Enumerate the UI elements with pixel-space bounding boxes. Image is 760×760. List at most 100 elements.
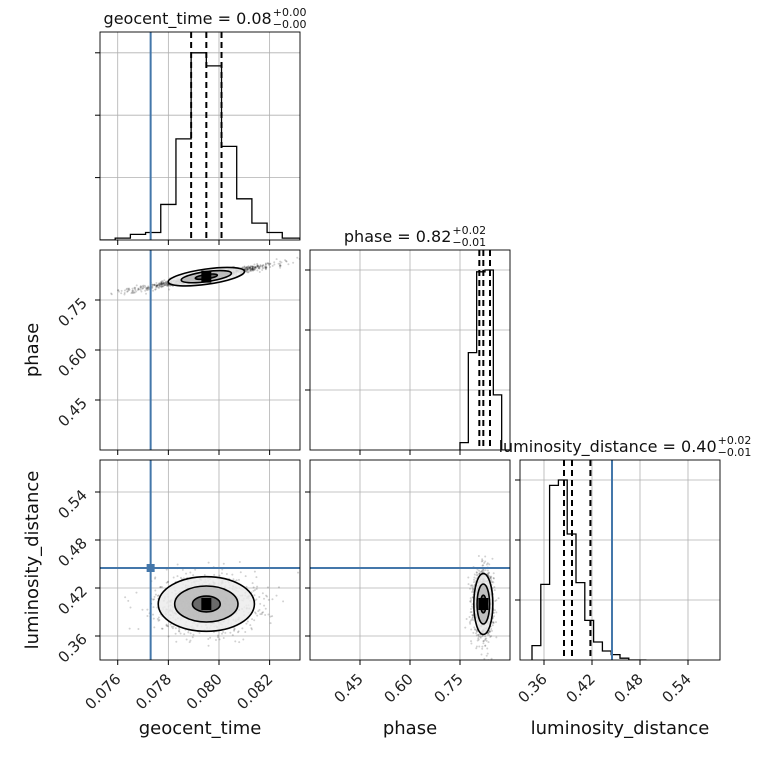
scatter-point xyxy=(275,258,278,261)
scatter-point xyxy=(483,561,486,564)
scatter-point xyxy=(163,284,166,287)
scatter-point xyxy=(151,283,154,286)
scatter-point xyxy=(251,266,254,269)
scatter-point xyxy=(489,630,492,633)
scatter-point xyxy=(136,289,139,292)
scatter-point xyxy=(251,267,254,270)
scatter-point xyxy=(172,625,175,628)
scatter-point xyxy=(477,633,480,636)
scatter-point xyxy=(469,587,472,590)
scatter-point xyxy=(185,572,188,575)
scatter-point xyxy=(254,612,257,615)
x-tick-label-geocent_time: 0.076 xyxy=(81,670,124,713)
scatter-point xyxy=(246,271,249,274)
scatter-point xyxy=(251,582,254,585)
contours-geocent_time-phase xyxy=(167,266,246,287)
panel-frame-luminosity_distance-geocent_time xyxy=(99,459,301,661)
scatter-point xyxy=(492,577,495,580)
scatter-point xyxy=(304,257,306,259)
scatter-point xyxy=(154,576,157,579)
scatter-point xyxy=(167,283,170,286)
scatter-point xyxy=(477,633,480,636)
scatter-point xyxy=(169,623,172,626)
scatter-point xyxy=(262,264,265,266)
scatter-point xyxy=(471,591,474,594)
scatter-point xyxy=(485,563,488,566)
scatter-point xyxy=(284,259,287,262)
scatter-point xyxy=(251,618,254,621)
scatter-point xyxy=(480,570,483,573)
scatter-point xyxy=(279,264,282,267)
scatter-point xyxy=(476,573,479,576)
scatter-point xyxy=(265,266,268,269)
title-main: geocent_time = 0.08 xyxy=(104,9,272,29)
scatter-point xyxy=(484,639,487,642)
scatter-point xyxy=(273,261,276,264)
scatter-point xyxy=(218,638,221,641)
text-layer: geocent_time phase luminosity_distancephas… xyxy=(22,6,751,739)
scatter-point xyxy=(488,634,491,637)
scatter-point xyxy=(156,594,159,597)
scatter-point xyxy=(159,285,162,288)
scatter-point xyxy=(257,267,260,270)
scatter-point xyxy=(164,281,167,284)
scatter-point xyxy=(494,600,497,603)
truth-marker xyxy=(146,564,155,572)
scatter-point xyxy=(253,268,256,271)
scatter-point xyxy=(167,625,169,628)
scatter-point xyxy=(475,571,478,574)
scatter-point xyxy=(160,283,163,286)
scatter-point xyxy=(142,284,145,287)
scatter-point xyxy=(467,576,470,579)
scatter-point xyxy=(264,265,267,268)
scatter-point xyxy=(231,573,234,576)
scatter-point xyxy=(254,265,257,268)
scatter-point xyxy=(120,292,123,295)
scatter-point xyxy=(471,585,474,588)
scatter-point xyxy=(262,611,265,614)
scatter-point xyxy=(258,595,261,598)
scatter-point xyxy=(478,572,481,575)
scatter-point xyxy=(493,586,496,589)
scatter-point xyxy=(259,613,262,616)
scatter-point xyxy=(251,268,254,271)
y-axis-label-phase: phase xyxy=(22,323,43,377)
scatter-point xyxy=(160,281,163,284)
scatter-point xyxy=(485,654,488,657)
scatter-point xyxy=(165,581,168,584)
scatter-point xyxy=(243,265,246,268)
scatter-point xyxy=(179,576,182,579)
scatter-point xyxy=(166,284,169,287)
scatter-point xyxy=(161,627,164,630)
y-tick-label-phase: 0.75 xyxy=(54,294,90,330)
scatter-point xyxy=(245,266,248,269)
scatter-point xyxy=(146,289,149,292)
scatter-point xyxy=(490,627,493,630)
x-tick-label-geocent_time: 0.078 xyxy=(132,670,175,713)
scatter-point xyxy=(247,271,250,274)
scatter-point xyxy=(475,632,478,635)
scatter-point xyxy=(156,284,159,287)
contour-peak xyxy=(201,598,212,610)
scatter-point xyxy=(245,265,248,268)
scatter-point xyxy=(189,639,192,642)
histogram-phase xyxy=(459,269,510,450)
scatter-point xyxy=(475,571,478,574)
scatter-point xyxy=(155,285,158,288)
scatter-point xyxy=(481,558,484,561)
scatter-point xyxy=(222,630,225,633)
scatter-point xyxy=(187,631,190,634)
y-tick-label-luminosity_distance: 0.54 xyxy=(54,486,90,522)
scatter-point xyxy=(232,578,235,581)
y-tick-label-luminosity_distance: 0.36 xyxy=(54,630,90,666)
scatter-point xyxy=(233,628,236,631)
scatter-point xyxy=(258,267,261,270)
scatter-point xyxy=(165,623,168,626)
scatter-point xyxy=(264,262,267,265)
scatter-point xyxy=(147,288,150,291)
scatter-point xyxy=(492,622,495,625)
scatter-point xyxy=(470,642,473,645)
scatter-point xyxy=(266,262,269,265)
scatter-point xyxy=(247,265,250,268)
scatter-point xyxy=(139,285,142,288)
